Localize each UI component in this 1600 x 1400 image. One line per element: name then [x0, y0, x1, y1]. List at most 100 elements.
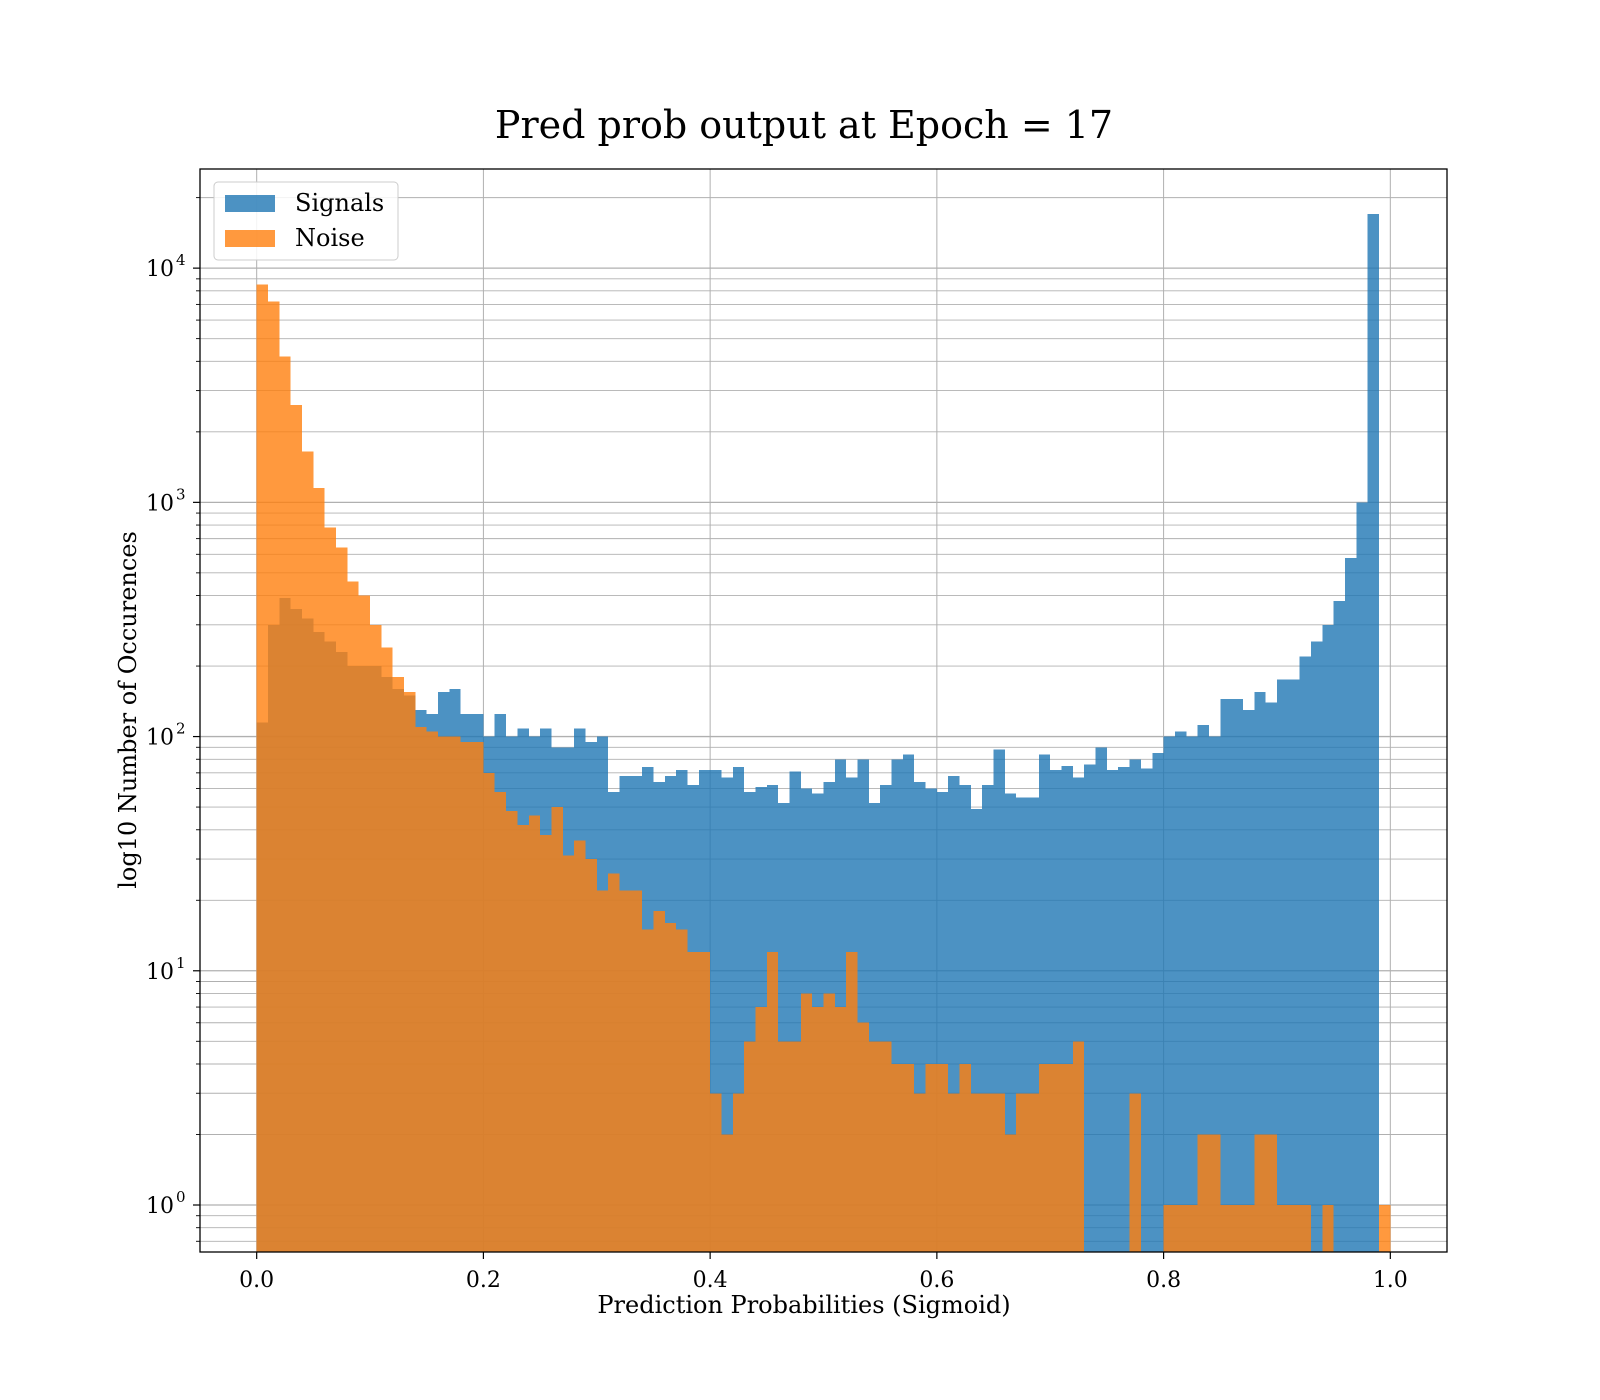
noise-bar [619, 890, 631, 1252]
histogram-bars [256, 214, 1391, 1253]
signals-bar [744, 791, 756, 1252]
noise-bar [540, 834, 552, 1252]
signals-bar [936, 791, 949, 1252]
y-tick-label-exponent: 1 [176, 954, 186, 972]
noise-bar [744, 1041, 756, 1252]
signals-bar [1140, 768, 1153, 1252]
noise-bar [358, 595, 371, 1252]
noise-bar [494, 791, 507, 1252]
noise-bar [732, 1093, 745, 1252]
signals-bar [1152, 753, 1164, 1252]
signals-bar [1163, 736, 1175, 1252]
signals-bar [970, 809, 983, 1252]
signals-bar [891, 759, 903, 1252]
signals-bar [1129, 759, 1141, 1252]
chart-title: Pred prob output at Epoch = 17 [495, 103, 1113, 147]
x-axis-ticks: 0.0 0.2 0.4 0.6 0.8 1.0 [239, 1252, 1408, 1293]
signals-bar [1061, 765, 1073, 1252]
y-tick-label-exponent: 3 [176, 485, 186, 503]
signals-bar [914, 781, 926, 1252]
legend-swatch-noise [225, 230, 275, 247]
noise-bar [982, 1093, 994, 1252]
signals-bar [778, 803, 790, 1252]
noise-bar [528, 815, 541, 1252]
noise-bar [676, 929, 688, 1252]
signals-bar [948, 775, 960, 1252]
noise-bar [970, 1093, 983, 1252]
noise-bar [698, 952, 711, 1252]
x-tick-label: 1.0 [1373, 1268, 1408, 1293]
noise-bar [483, 772, 495, 1252]
noise-bar [290, 405, 303, 1253]
signals-bar [1310, 641, 1323, 1252]
noise-bar [392, 676, 405, 1252]
signals-bar [902, 754, 915, 1252]
noise-bar [1129, 1093, 1141, 1252]
signals-bar [1038, 754, 1051, 1252]
noise-bar [653, 910, 665, 1252]
noise-bar [1299, 1205, 1311, 1252]
noise-bar [1174, 1205, 1187, 1252]
signals-bar [1072, 777, 1085, 1252]
signals-bar [1356, 502, 1368, 1252]
x-tick-label: 0.6 [919, 1268, 954, 1293]
y-tick-label-base: 10 [146, 491, 174, 516]
signals-bar [721, 777, 733, 1252]
noise-bar [812, 1007, 824, 1252]
noise-bar [925, 1063, 937, 1252]
signals-bar [834, 759, 847, 1252]
noise-bar [596, 890, 609, 1252]
noise-bar [1038, 1063, 1051, 1252]
noise-bar [460, 741, 473, 1252]
signals-bar [1197, 725, 1209, 1252]
noise-bar [1027, 1093, 1039, 1252]
noise-bar [256, 284, 269, 1252]
noise-bar [710, 1093, 722, 1252]
noise-bar [857, 1022, 869, 1252]
signals-bar [959, 785, 971, 1252]
noise-bar [789, 1041, 801, 1252]
y-axis-label: log10 Number of Occurences [114, 531, 142, 889]
axes-border [199, 168, 1448, 1253]
noise-bar [438, 736, 450, 1252]
y-tick-label-base: 10 [146, 726, 174, 751]
signals-bar [789, 771, 801, 1252]
signals-bar [1367, 214, 1379, 1252]
noise-bar [1276, 1205, 1289, 1252]
noise-bar [415, 726, 427, 1252]
noise-bar [1163, 1205, 1175, 1252]
noise-bar [370, 624, 382, 1252]
noise-bar [551, 807, 563, 1252]
signals-bar [868, 803, 881, 1252]
noise-bar [902, 1063, 915, 1252]
noise-bar [1242, 1205, 1255, 1252]
noise-bar [1288, 1205, 1300, 1252]
legend: Signals Noise [213, 181, 399, 261]
y-tick-label-base: 10 [146, 960, 174, 985]
signals-bar [1118, 767, 1130, 1252]
noise-bar [823, 993, 835, 1252]
noise-bar [630, 890, 643, 1252]
signals-bar [1265, 702, 1277, 1252]
signals-bar [993, 749, 1005, 1252]
noise-bar [846, 952, 858, 1252]
noise-bar [324, 527, 337, 1252]
noise-bar [472, 741, 484, 1252]
y-tick-label-exponent: 0 [176, 1188, 186, 1206]
noise-bar [517, 824, 529, 1252]
noise-bar [1186, 1205, 1198, 1252]
signals-bar [1174, 731, 1187, 1252]
noise-bar [880, 1041, 892, 1252]
legend-label-signals: Signals [295, 189, 384, 217]
signals-bar [1288, 679, 1300, 1252]
x-tick-label: 0.8 [1146, 1268, 1181, 1293]
signals-bar [1254, 691, 1266, 1252]
signals-bar [1276, 679, 1289, 1252]
signals-bar [1004, 793, 1017, 1252]
y-tick-label-base: 10 [146, 1194, 174, 1219]
noise-bar [755, 1007, 767, 1252]
legend-swatch-signals [225, 195, 275, 212]
signals-bar [1016, 797, 1028, 1252]
